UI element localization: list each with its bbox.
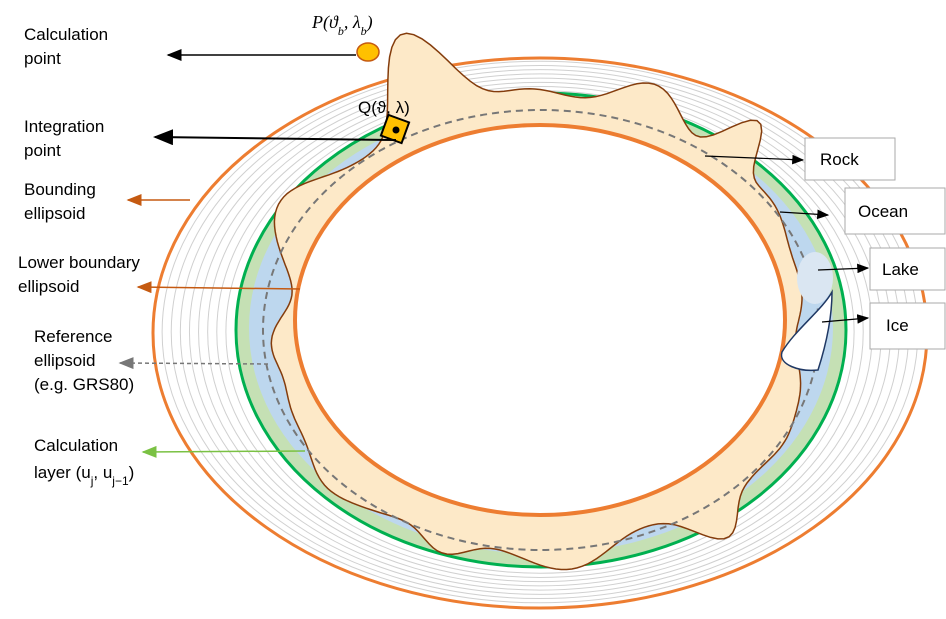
- text-part: , λ: [344, 12, 361, 32]
- label-line: point: [24, 141, 61, 160]
- label-line: ellipsoid: [34, 351, 95, 370]
- text-part: P(ϑ: [311, 12, 339, 33]
- integration-point-dot: [393, 127, 400, 134]
- text-part: , u: [93, 463, 112, 482]
- subscript: j−1: [111, 474, 129, 488]
- text-part: Q(ϑ, λ): [358, 98, 410, 117]
- label-line: ellipsoid: [18, 277, 79, 296]
- arrow: [143, 451, 305, 452]
- lake: [797, 252, 833, 304]
- label-line: point: [24, 49, 61, 68]
- lower-boundary-ellipsoid: [295, 125, 785, 515]
- label-line: Bounding: [24, 180, 96, 199]
- label-line: Reference: [34, 327, 112, 346]
- math-label: layer (uj, uj−1): [34, 463, 134, 488]
- diagram: Rock Ocean Lake Ice Calculation point Inte…: [0, 0, 946, 614]
- text-part: ): [129, 463, 135, 482]
- legend-label: Lake: [882, 260, 919, 279]
- label-line: Lower boundary: [18, 253, 140, 272]
- calculation-point-marker: [357, 43, 379, 61]
- label-line: Integration: [24, 117, 104, 136]
- text-part: ): [366, 12, 373, 33]
- math-label: Q(ϑ, λ): [358, 98, 410, 117]
- label-line: (e.g. GRS80): [34, 375, 134, 394]
- label-line: ellipsoid: [24, 204, 85, 223]
- legend-label: Rock: [820, 150, 859, 169]
- text-part: u: [81, 463, 90, 482]
- text-part: layer (: [34, 463, 82, 482]
- label-line: Calculation: [34, 436, 118, 455]
- arrow: [120, 363, 268, 364]
- math-label: P(ϑb, λb): [311, 12, 373, 38]
- legend-label: Ocean: [858, 202, 908, 221]
- legend-label: Ice: [886, 316, 909, 335]
- label-line: Calculation: [24, 25, 108, 44]
